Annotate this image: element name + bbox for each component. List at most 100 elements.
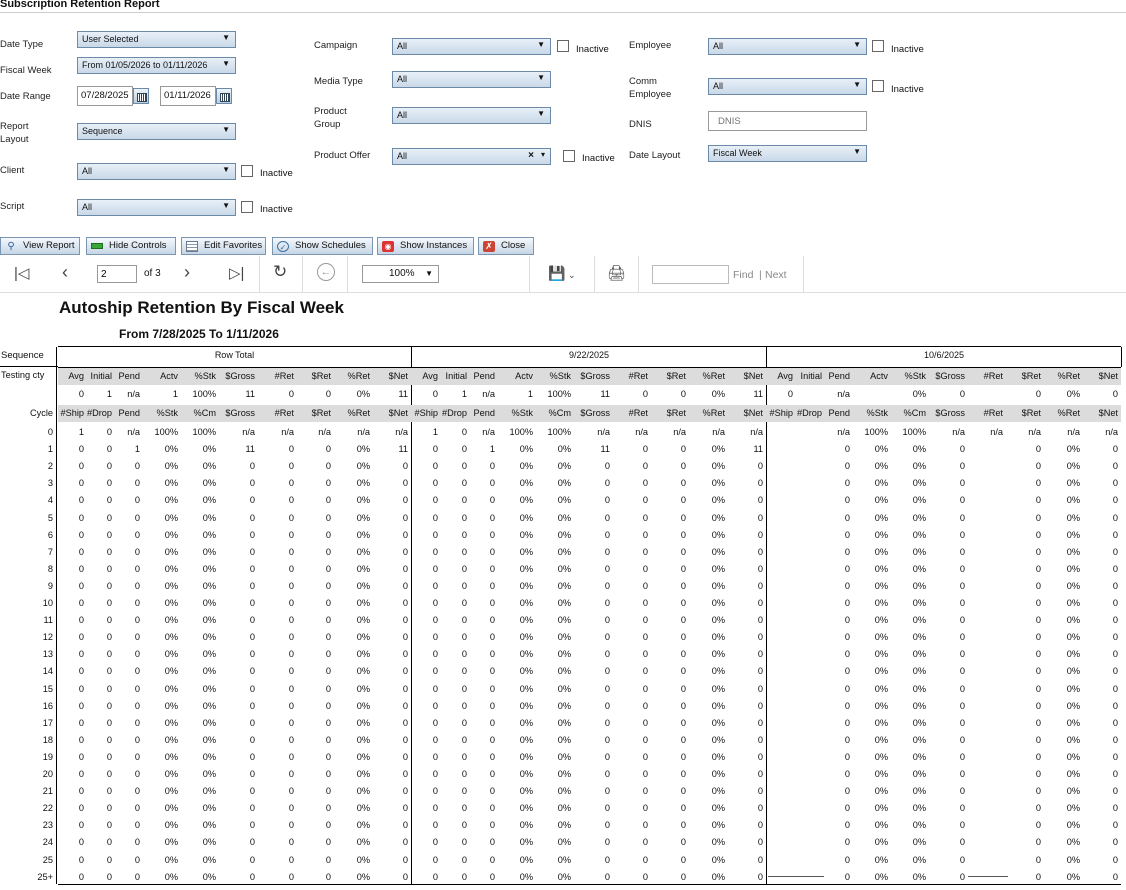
cycle-cell: 0: [604, 769, 610, 779]
calendar-icon[interactable]: [133, 88, 149, 104]
dnis-input[interactable]: [708, 111, 867, 131]
print-icon[interactable]: 🖨: [607, 265, 627, 282]
cycle-cell: 0: [1112, 820, 1118, 831]
calendar-icon[interactable]: [216, 88, 232, 104]
cycle-cell: 0: [325, 871, 331, 882]
zoom-dropdown[interactable]: 100% ▼: [362, 265, 439, 283]
script-dropdown[interactable]: All ▼: [77, 199, 236, 216]
find-input[interactable]: [652, 265, 729, 284]
group-header: Row Total: [214, 350, 255, 360]
cycle-cell: 0: [432, 495, 438, 506]
cycle-column-header: %Cm: [903, 408, 926, 418]
next-button[interactable]: Next: [765, 269, 787, 281]
cycle-cell: 0%: [519, 546, 533, 557]
employee-dropdown[interactable]: All ▼: [708, 38, 867, 55]
next-page-icon[interactable]: ›: [184, 262, 190, 282]
cycle-cell: 0: [249, 683, 255, 694]
chevron-down-icon[interactable]: ⌄: [568, 270, 576, 280]
cycle-cell: 0: [325, 666, 331, 677]
cycle-cell: 0: [78, 495, 84, 506]
cycle-cell: 0: [461, 769, 467, 779]
cycle-cell: 0: [489, 546, 495, 557]
date-from-input[interactable]: 07/28/2025: [77, 86, 133, 106]
employee-inactive-checkbox[interactable]: [872, 40, 884, 52]
page-number-input[interactable]: [97, 265, 137, 283]
chevron-down-icon: ▼: [853, 40, 861, 49]
edit-favorites-button[interactable]: Edit Favorites: [181, 237, 266, 255]
cycle-cell: 0: [106, 512, 112, 523]
cycle-cell: 0%: [711, 717, 725, 728]
cycle-cell: 0: [757, 546, 763, 557]
cycle-cell: 0: [1112, 529, 1118, 540]
product-offer-dropdown[interactable]: All × ▾: [392, 148, 551, 165]
cycle-number: 4: [47, 495, 53, 506]
first-page-icon[interactable]: |◁: [14, 265, 30, 282]
cycle-cell: 0%: [356, 683, 370, 694]
close-button[interactable]: ✗ Close: [478, 237, 534, 255]
date-layout-value: Fiscal Week: [713, 148, 762, 158]
cycle-cell: 0%: [519, 615, 533, 626]
last-page-icon[interactable]: ▷|: [229, 265, 245, 282]
date-layout-dropdown[interactable]: Fiscal Week ▼: [708, 145, 867, 162]
cycle-cell: 0%: [874, 580, 888, 591]
find-button[interactable]: Find: [733, 269, 754, 281]
product-group-dropdown[interactable]: All ▼: [392, 107, 551, 124]
cycle-cell: 0: [642, 563, 648, 574]
cycle-cell: 0: [78, 666, 84, 677]
cycle-cell: 0: [680, 546, 686, 557]
cycle-cell: 0: [489, 734, 495, 745]
cycle-number: 6: [47, 529, 53, 540]
client-inactive-checkbox[interactable]: [241, 165, 253, 177]
product-offer-inactive-checkbox[interactable]: [563, 150, 575, 162]
campaign-dropdown[interactable]: All ▼: [392, 38, 551, 55]
cycle-cell: 0: [757, 769, 763, 779]
client-dropdown[interactable]: All ▼: [77, 163, 236, 180]
cycle-cell: 0%: [164, 666, 178, 677]
cycle-cell: 0: [604, 478, 610, 489]
campaign-inactive-checkbox[interactable]: [557, 40, 569, 52]
summary-column-header: $Ret: [311, 371, 331, 381]
cycle-number: 21: [42, 786, 53, 797]
cycle-cell: 0: [432, 461, 438, 472]
report-layout-value: Sequence: [82, 126, 123, 136]
report-layout-dropdown[interactable]: Sequence ▼: [77, 123, 236, 140]
previous-page-icon[interactable]: ‹: [62, 262, 68, 282]
cycle-cell: 0: [1112, 786, 1118, 797]
refresh-icon[interactable]: ↻: [273, 262, 288, 281]
date-to-input[interactable]: 01/11/2026: [160, 86, 216, 106]
clock-icon: ✓: [277, 241, 289, 252]
cycle-cell: 0: [604, 580, 610, 591]
cycle-column-header: $Ret: [1021, 408, 1041, 418]
date-type-dropdown[interactable]: User Selected ▼: [77, 31, 236, 48]
comm-employee-inactive-checkbox[interactable]: [872, 80, 884, 92]
view-report-button[interactable]: ⚲ View Report: [0, 237, 80, 255]
save-icon[interactable]: 💾: [548, 265, 566, 281]
cycle-number: 2: [47, 461, 53, 472]
cycle-cell: 0: [249, 820, 255, 831]
cycle-cell: 0: [402, 478, 408, 489]
media-type-dropdown[interactable]: All ▼: [392, 71, 551, 88]
script-inactive-checkbox[interactable]: [241, 201, 253, 213]
cycle-cell: 0: [757, 700, 763, 711]
show-instances-button[interactable]: ◉ Show Instances: [377, 237, 474, 255]
cycle-cell: 0: [106, 478, 112, 489]
cycle-cell: 0: [489, 820, 495, 831]
cycle-cell: 0: [106, 563, 112, 574]
cycle-cell: 0: [106, 461, 112, 472]
cycle-cell: 0%: [557, 751, 571, 762]
cycle-cell: 0: [680, 512, 686, 523]
cycle-column-header: $Gross: [580, 408, 610, 418]
cycle-cell: 0%: [202, 666, 216, 677]
cycle-cell: 0: [461, 444, 467, 455]
hide-controls-button[interactable]: Hide Controls: [86, 237, 176, 255]
show-schedules-button[interactable]: ✓ Show Schedules: [272, 237, 373, 255]
back-icon[interactable]: ←: [317, 263, 335, 281]
fiscal-week-dropdown[interactable]: From 01/05/2026 to 01/11/2026 ▼: [77, 57, 236, 74]
cycle-cell: 0: [757, 803, 763, 814]
clear-icon[interactable]: ×: [528, 150, 534, 161]
cycle-cell: 0: [78, 598, 84, 608]
dnis-label: DNIS: [629, 119, 652, 130]
cycle-cell: 0: [402, 683, 408, 694]
cycle-cell: 11: [753, 444, 763, 455]
comm-employee-dropdown[interactable]: All ▼: [708, 78, 867, 95]
